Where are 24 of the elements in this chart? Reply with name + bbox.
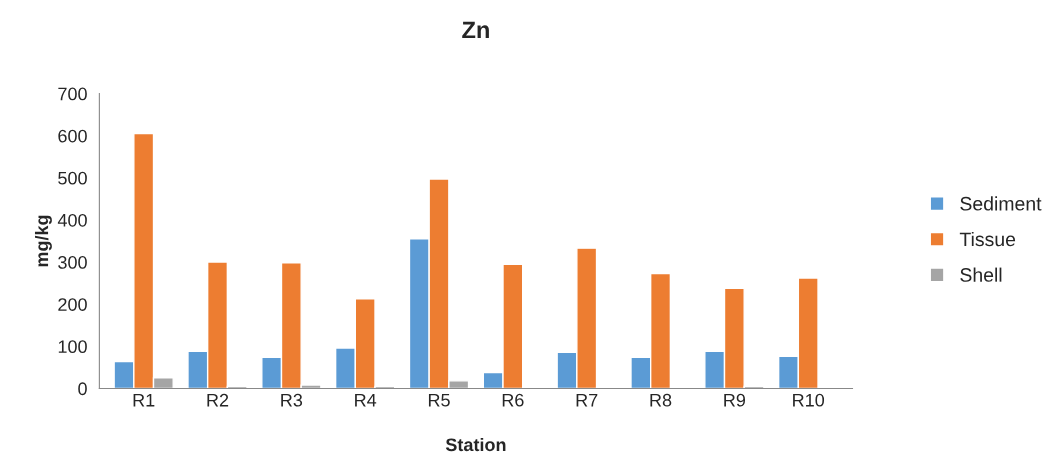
x-tick-label: R5 <box>428 393 450 407</box>
y-tick-label: 700 <box>58 87 87 101</box>
y-tick-label: 300 <box>58 256 87 269</box>
x-tick-label: R2 <box>207 393 229 407</box>
y-tick-label: 200 <box>58 298 87 311</box>
x-axis-title: Station <box>445 437 506 452</box>
x-tick-label: R8 <box>650 393 672 407</box>
y-axis-title: mg/kg <box>34 215 52 267</box>
x-tick-label: R7 <box>576 393 598 407</box>
x-tick-label: R6 <box>502 393 524 407</box>
legend-label: Shell <box>960 267 1002 282</box>
x-tick-label: R1 <box>133 393 155 407</box>
y-tick-label: 600 <box>58 129 87 143</box>
chart-title: Zn <box>462 21 489 39</box>
x-tick-label: R9 <box>724 393 746 407</box>
y-tick-label: 400 <box>57 213 87 227</box>
legend-label: Sediment <box>960 196 1042 211</box>
x-tick-label: R4 <box>355 393 377 407</box>
y-tick-label: 0 <box>78 382 87 396</box>
y-tick-label: 100 <box>58 340 87 354</box>
x-tick-label: R3 <box>281 393 303 407</box>
x-tick-label: R10 <box>793 393 825 407</box>
y-tick-label: 500 <box>58 171 87 185</box>
legend-label: Tissue <box>959 231 1016 247</box>
